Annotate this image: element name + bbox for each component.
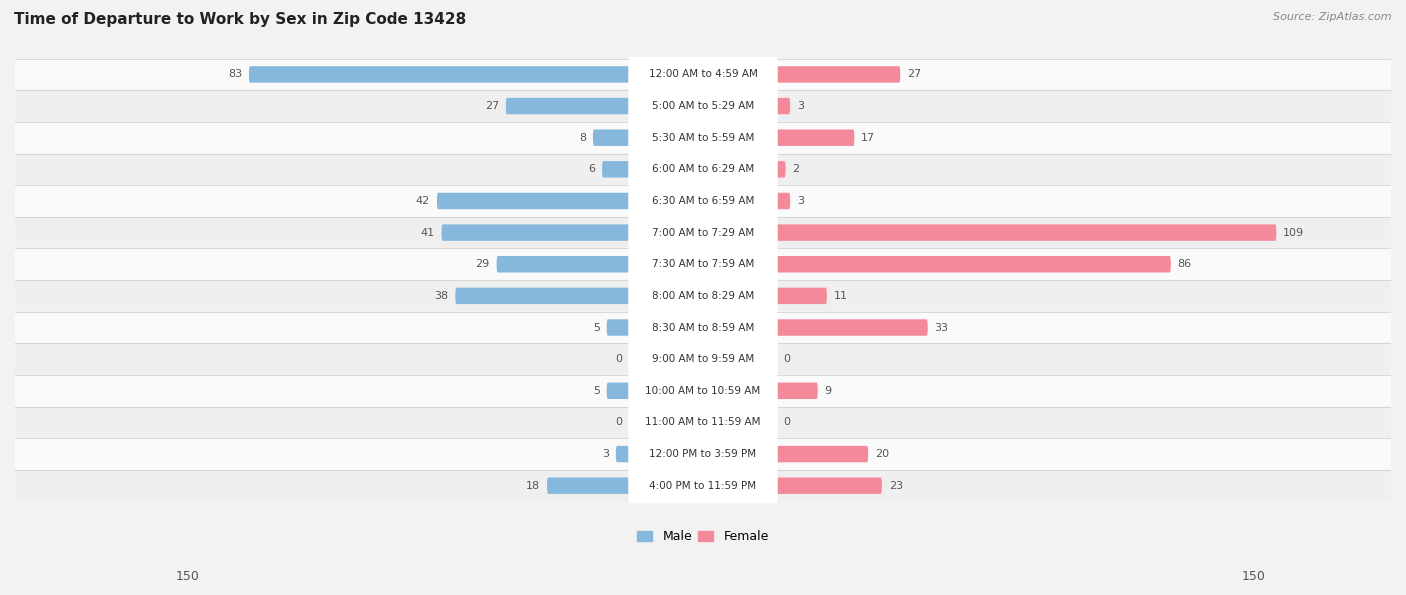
Text: 5: 5 <box>593 322 600 333</box>
Bar <box>15 185 1391 217</box>
Text: 20: 20 <box>875 449 889 459</box>
Text: 27: 27 <box>907 70 921 79</box>
FancyBboxPatch shape <box>249 66 630 83</box>
FancyBboxPatch shape <box>628 215 778 250</box>
Text: 4:00 PM to 11:59 PM: 4:00 PM to 11:59 PM <box>650 481 756 491</box>
Text: 10:00 AM to 10:59 AM: 10:00 AM to 10:59 AM <box>645 386 761 396</box>
Text: 2: 2 <box>793 164 800 174</box>
Text: 5: 5 <box>593 386 600 396</box>
FancyBboxPatch shape <box>606 320 630 336</box>
Text: 6: 6 <box>588 164 595 174</box>
Text: 3: 3 <box>797 196 804 206</box>
FancyBboxPatch shape <box>628 278 778 314</box>
FancyBboxPatch shape <box>628 183 778 219</box>
FancyBboxPatch shape <box>776 287 827 304</box>
Text: 12:00 PM to 3:59 PM: 12:00 PM to 3:59 PM <box>650 449 756 459</box>
Text: 86: 86 <box>1178 259 1192 270</box>
FancyBboxPatch shape <box>506 98 630 114</box>
Text: 12:00 AM to 4:59 AM: 12:00 AM to 4:59 AM <box>648 70 758 79</box>
Text: 150: 150 <box>1241 570 1265 583</box>
Text: 6:30 AM to 6:59 AM: 6:30 AM to 6:59 AM <box>652 196 754 206</box>
FancyBboxPatch shape <box>776 383 818 399</box>
Text: 8:00 AM to 8:29 AM: 8:00 AM to 8:29 AM <box>652 291 754 301</box>
FancyBboxPatch shape <box>606 383 630 399</box>
Text: 0: 0 <box>616 354 623 364</box>
FancyBboxPatch shape <box>776 320 928 336</box>
Bar <box>15 406 1391 439</box>
FancyBboxPatch shape <box>456 287 630 304</box>
Bar <box>15 122 1391 154</box>
Text: 109: 109 <box>1284 228 1305 237</box>
Text: 29: 29 <box>475 259 489 270</box>
Bar <box>15 154 1391 185</box>
Text: 38: 38 <box>434 291 449 301</box>
FancyBboxPatch shape <box>776 161 786 177</box>
FancyBboxPatch shape <box>776 130 855 146</box>
Text: Time of Departure to Work by Sex in Zip Code 13428: Time of Departure to Work by Sex in Zip … <box>14 12 467 27</box>
Text: 8: 8 <box>579 133 586 143</box>
Text: 3: 3 <box>797 101 804 111</box>
Text: 7:00 AM to 7:29 AM: 7:00 AM to 7:29 AM <box>652 228 754 237</box>
FancyBboxPatch shape <box>628 57 778 92</box>
Bar <box>15 59 1391 90</box>
FancyBboxPatch shape <box>776 193 790 209</box>
Text: 7:30 AM to 7:59 AM: 7:30 AM to 7:59 AM <box>652 259 754 270</box>
FancyBboxPatch shape <box>628 468 778 503</box>
Text: 41: 41 <box>420 228 434 237</box>
Text: 9: 9 <box>824 386 832 396</box>
Bar <box>15 470 1391 502</box>
Text: 17: 17 <box>862 133 876 143</box>
Text: 11: 11 <box>834 291 848 301</box>
Bar <box>15 280 1391 312</box>
FancyBboxPatch shape <box>776 66 900 83</box>
FancyBboxPatch shape <box>628 342 778 377</box>
Text: 0: 0 <box>616 418 623 427</box>
Bar <box>15 90 1391 122</box>
FancyBboxPatch shape <box>776 98 790 114</box>
FancyBboxPatch shape <box>776 477 882 494</box>
Text: 83: 83 <box>228 70 242 79</box>
FancyBboxPatch shape <box>776 446 868 462</box>
Text: 23: 23 <box>889 481 903 491</box>
Text: 42: 42 <box>416 196 430 206</box>
Bar <box>15 217 1391 249</box>
FancyBboxPatch shape <box>628 405 778 440</box>
Legend: Male, Female: Male, Female <box>633 525 773 549</box>
FancyBboxPatch shape <box>628 152 778 187</box>
Text: 6:00 AM to 6:29 AM: 6:00 AM to 6:29 AM <box>652 164 754 174</box>
Text: 5:30 AM to 5:59 AM: 5:30 AM to 5:59 AM <box>652 133 754 143</box>
FancyBboxPatch shape <box>437 193 630 209</box>
FancyBboxPatch shape <box>776 224 1277 241</box>
Bar <box>15 343 1391 375</box>
Bar <box>15 375 1391 406</box>
Text: 0: 0 <box>783 354 790 364</box>
Text: 150: 150 <box>176 570 200 583</box>
Text: 9:00 AM to 9:59 AM: 9:00 AM to 9:59 AM <box>652 354 754 364</box>
Text: 27: 27 <box>485 101 499 111</box>
Bar <box>15 312 1391 343</box>
FancyBboxPatch shape <box>547 477 630 494</box>
Text: 33: 33 <box>935 322 949 333</box>
Text: 8:30 AM to 8:59 AM: 8:30 AM to 8:59 AM <box>652 322 754 333</box>
Text: 11:00 AM to 11:59 AM: 11:00 AM to 11:59 AM <box>645 418 761 427</box>
Text: 18: 18 <box>526 481 540 491</box>
FancyBboxPatch shape <box>616 446 630 462</box>
Bar <box>15 249 1391 280</box>
Text: 5:00 AM to 5:29 AM: 5:00 AM to 5:29 AM <box>652 101 754 111</box>
FancyBboxPatch shape <box>628 88 778 124</box>
FancyBboxPatch shape <box>628 436 778 472</box>
Text: 0: 0 <box>783 418 790 427</box>
Text: Source: ZipAtlas.com: Source: ZipAtlas.com <box>1274 12 1392 22</box>
FancyBboxPatch shape <box>496 256 630 273</box>
FancyBboxPatch shape <box>602 161 630 177</box>
FancyBboxPatch shape <box>441 224 630 241</box>
FancyBboxPatch shape <box>628 246 778 282</box>
FancyBboxPatch shape <box>776 256 1171 273</box>
FancyBboxPatch shape <box>628 120 778 155</box>
Bar <box>15 439 1391 470</box>
FancyBboxPatch shape <box>593 130 630 146</box>
FancyBboxPatch shape <box>628 373 778 409</box>
FancyBboxPatch shape <box>628 310 778 345</box>
Text: 3: 3 <box>602 449 609 459</box>
